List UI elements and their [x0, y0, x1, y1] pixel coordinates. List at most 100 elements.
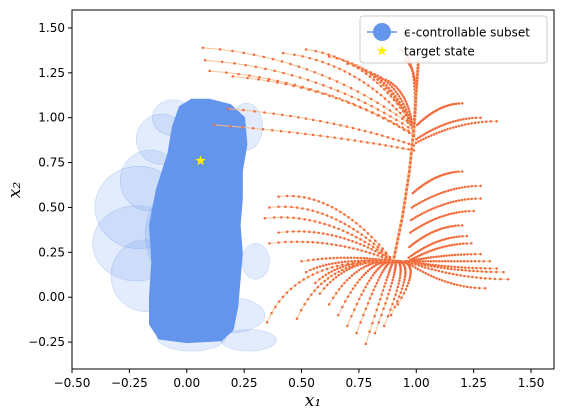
- trajectory-point: [414, 141, 418, 145]
- trajectory-point: [466, 253, 469, 256]
- trajectory-point: [292, 230, 295, 233]
- trajectory-point: [317, 231, 320, 235]
- trajectory-point: [443, 280, 447, 283]
- trajectory-point: [320, 257, 324, 261]
- trajectory-point: [416, 254, 420, 258]
- trajectory-point: [434, 255, 438, 259]
- trajectory-point: [402, 96, 405, 99]
- trajectory-point: [370, 266, 374, 270]
- trajectory-point: [362, 256, 366, 260]
- trajectory-point: [277, 300, 281, 303]
- trajectory-point: [335, 291, 338, 295]
- trajectory-point: [307, 88, 310, 91]
- trajectory-point: [264, 67, 267, 71]
- trajectory-point: [423, 198, 427, 202]
- trajectory-point: [385, 278, 388, 282]
- trajectory-point: [461, 235, 464, 238]
- trajectory-point: [473, 260, 477, 263]
- trajectory-point: [420, 257, 423, 261]
- trajectory-point: [489, 120, 492, 123]
- trajectory-point: [462, 260, 466, 263]
- trajectory-point: [357, 128, 361, 131]
- trajectory-point: [408, 279, 411, 282]
- trajectory-point: [272, 112, 275, 115]
- trajectory-point: [330, 266, 334, 269]
- trajectory-point: [422, 257, 426, 260]
- trajectory-point: [321, 92, 325, 96]
- trajectory-point: [336, 89, 340, 93]
- trajectory-point: [382, 307, 385, 311]
- trajectory-point: [412, 74, 416, 77]
- trajectory-point: [292, 194, 295, 198]
- legend-entry-subset: ϵ-controllable subset: [404, 26, 530, 40]
- trajectory-point: [460, 170, 464, 173]
- trajectory-point: [452, 170, 455, 174]
- trajectory-point: [281, 295, 285, 299]
- trajectory-point: [440, 129, 444, 133]
- trajectory-point: [381, 247, 384, 250]
- stem-point: [397, 232, 401, 236]
- trajectory-point: [285, 291, 289, 294]
- trajectory-point: [457, 199, 461, 202]
- trajectory-point: [301, 55, 304, 58]
- trajectory-point: [370, 111, 374, 115]
- trajectory-point: [311, 133, 315, 137]
- trajectory-point: [421, 199, 424, 203]
- trajectory-point: [273, 69, 276, 73]
- trajectory-point: [453, 268, 456, 271]
- trajectory-point: [407, 148, 410, 151]
- trajectory-point: [463, 266, 467, 269]
- trajectory-point: [351, 126, 355, 130]
- trajectory-point: [337, 261, 340, 264]
- trajectory-point: [373, 331, 377, 335]
- trajectory-point: [357, 268, 361, 272]
- trajectory-point: [281, 113, 284, 117]
- trajectory-point: [432, 275, 436, 279]
- stem-point: [402, 206, 406, 209]
- trajectory-point: [387, 259, 391, 263]
- trajectory-point: [371, 260, 374, 264]
- trajectory-point: [297, 230, 301, 233]
- trajectory-point: [304, 117, 308, 120]
- trajectory-point: [387, 79, 390, 83]
- trajectory-point: [402, 281, 406, 284]
- trajectory-point: [425, 131, 428, 135]
- stem-point: [407, 174, 411, 178]
- trajectory-point: [363, 94, 366, 97]
- trajectory-point: [359, 321, 362, 324]
- trajectory-point: [398, 111, 402, 115]
- stem-point: [410, 147, 414, 151]
- trajectory-point: [364, 285, 367, 289]
- stem-point: [413, 110, 417, 114]
- stem-point: [411, 138, 415, 142]
- trajectory-point: [398, 100, 401, 104]
- trajectory-point: [410, 67, 414, 71]
- trajectory-point: [352, 264, 355, 267]
- stem-point: [393, 250, 397, 254]
- trajectory-point: [410, 120, 414, 124]
- trajectory-point: [430, 242, 433, 246]
- trajectory-point: [367, 263, 370, 267]
- trajectory-point: [463, 274, 466, 278]
- trajectory-point: [364, 271, 368, 275]
- trajectory-point: [416, 226, 420, 229]
- trajectory-point: [337, 288, 341, 291]
- trajectory-point: [358, 78, 361, 81]
- trajectory-point: [483, 286, 487, 290]
- stem-point: [416, 69, 420, 73]
- trajectory-point: [443, 245, 446, 248]
- trajectory-point: [409, 255, 412, 258]
- trajectory-point: [312, 258, 315, 261]
- trajectory-point: [387, 86, 391, 90]
- trajectory-point: [384, 302, 387, 305]
- trajectory-point: [353, 308, 356, 311]
- trajectory-point: [455, 283, 459, 287]
- trajectory-point: [455, 235, 458, 239]
- trajectory-point: [349, 256, 353, 259]
- trajectory-point: [406, 284, 409, 288]
- trajectory-point: [286, 216, 289, 219]
- trajectory-point: [399, 92, 403, 95]
- trajectory-point: [438, 239, 441, 243]
- trajectory-point: [464, 269, 467, 272]
- trajectory-point: [292, 84, 295, 88]
